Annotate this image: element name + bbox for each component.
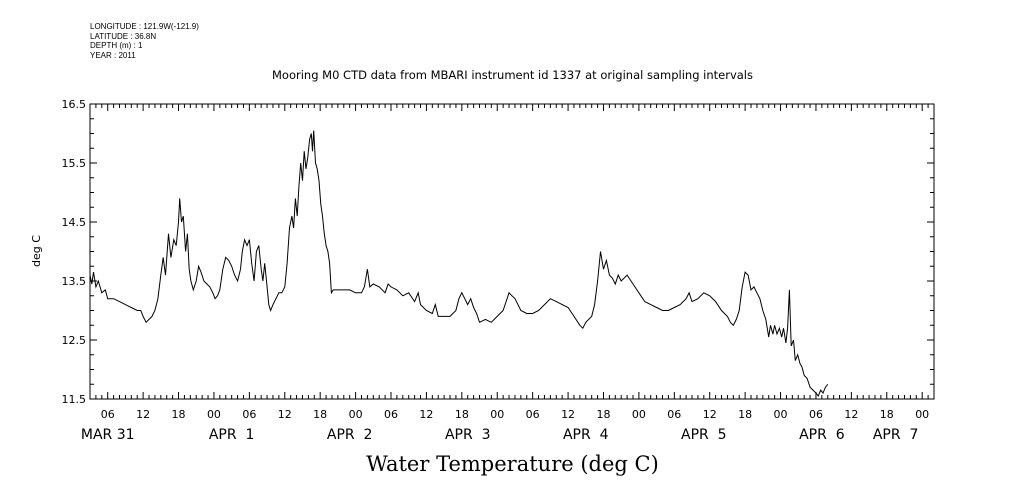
x-hour-label: 06 [384, 408, 398, 421]
y-tick-label: 15.5 [62, 157, 87, 170]
x-hour-label: 06 [526, 408, 540, 421]
year-label: YEAR : 2011 [90, 50, 136, 60]
x-hour-label: 00 [632, 408, 646, 421]
y-tick-label: 11.5 [62, 393, 87, 406]
x-hour-label: 00 [774, 408, 788, 421]
x-hour-label: 06 [809, 408, 823, 421]
station-metadata: LONGITUDE : 121.9W(-121.9) LATITUDE : 36… [90, 22, 199, 60]
x-hour-label: 06 [667, 408, 681, 421]
x-day-label: MAR 31 [81, 427, 135, 443]
x-hour-label: 12 [844, 408, 858, 421]
longitude-label: LONGITUDE : 121.9W(-121.9) [90, 22, 199, 31]
x-hour-label: 18 [172, 408, 186, 421]
x-hour-label: 00 [207, 408, 221, 421]
x-hour-label: 12 [703, 408, 717, 421]
x-hour-label: 18 [880, 408, 894, 421]
x-hour-label: 00 [490, 408, 504, 421]
x-day-label: APR 6 [799, 427, 845, 443]
x-day-label: APR 4 [563, 427, 609, 443]
plot-axes [89, 103, 935, 400]
y-tick-label: 13.5 [62, 275, 87, 288]
x-hour-label: 18 [313, 408, 327, 421]
latitude-label: LATITUDE : 36.8N [90, 31, 157, 41]
plot-frame [89, 103, 935, 400]
axis-ticks [89, 103, 935, 400]
temperature-chart: 11.5 12.5 13.5 14.5 15.5 16.5 06 12 18 00 06 12 18 00… [30, 98, 935, 443]
x-hour-label: 12 [419, 408, 433, 421]
temperature-series-line [89, 130, 829, 397]
chart-title: Mooring M0 CTD data from MBARI instrumen… [272, 68, 753, 82]
x-hour-label: 06 [101, 408, 115, 421]
x-hour-label: 00 [349, 408, 363, 421]
x-hour-label: 12 [561, 408, 575, 421]
x-day-label: APR 2 [327, 427, 373, 443]
x-hour-label: 00 [915, 408, 929, 421]
y-axis-label: deg C [30, 235, 43, 267]
x-day-label: APR 1 [209, 427, 255, 443]
x-hour-label: 18 [596, 408, 610, 421]
x-day-label: APR 3 [445, 427, 491, 443]
x-hour-label: 12 [278, 408, 292, 421]
x-day-label: APR 7 [873, 427, 919, 443]
x-axis-title: Water Temperature (deg C) [366, 452, 659, 476]
x-hour-label: 12 [136, 408, 150, 421]
x-hour-label: 18 [455, 408, 469, 421]
depth-label: DEPTH (m) : 1 [90, 41, 143, 50]
y-tick-label: 14.5 [62, 216, 87, 229]
x-day-label: APR 5 [681, 427, 727, 443]
y-tick-label: 16.5 [62, 98, 87, 111]
tick-labels: 11.5 12.5 13.5 14.5 15.5 16.5 06 12 18 00 06 12 18 00… [62, 98, 930, 443]
x-hour-label: 18 [738, 408, 752, 421]
x-hour-label: 06 [242, 408, 256, 421]
y-tick-label: 12.5 [62, 334, 87, 347]
